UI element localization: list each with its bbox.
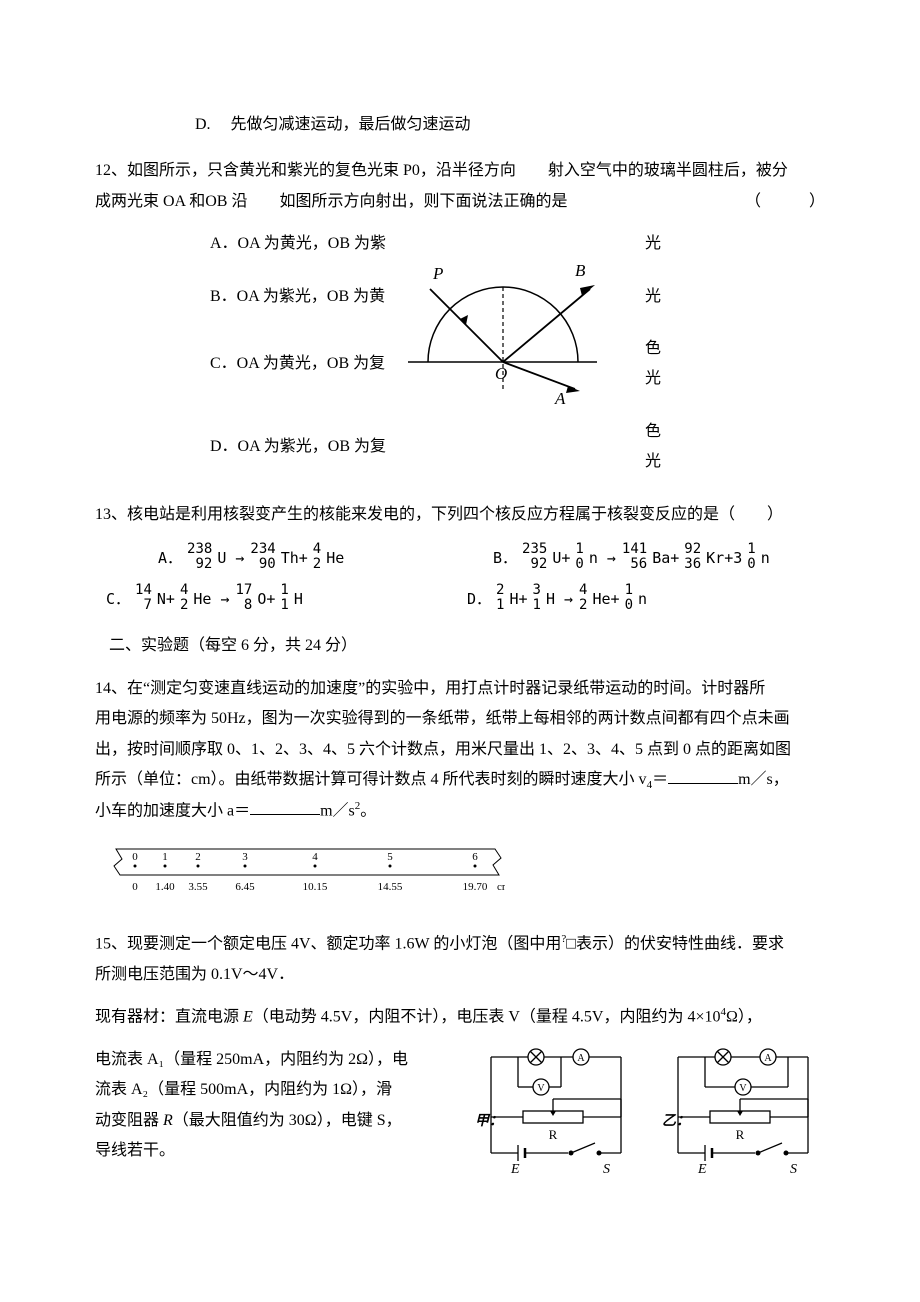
q13-option-d: D． 21 H+ 31 H → 42 He+ 10 n [464,583,825,614]
svg-text:5: 5 [387,851,393,863]
svg-text:4: 4 [312,851,318,863]
svg-text:0: 0 [132,851,138,863]
svg-text:14.55: 14.55 [378,881,403,893]
q15-p6: 导线若干。 [95,1136,461,1166]
svg-text:R: R [549,1127,558,1142]
q12-b-head: B．OA 为紫光，OB 为黄 [210,282,390,312]
q12-dia-p: P [432,264,443,283]
q13-c-label: C． [106,585,130,614]
q14-l4: 所示（单位：cm）。由纸带数据计算可得计数点 4 所代表时刻的瞬时速度大小 v4… [95,765,825,796]
circuit-svg-yi: A V R E S 乙： [660,1045,825,1180]
q14-blank-v4[interactable] [668,768,738,784]
q15-text-block: 电流表 A₁（量程 250mA，内阻约为 2Ω），电 流表 A₂（量程 500m… [95,1045,461,1167]
q12-dia-b: B [575,261,586,280]
svg-text:S: S [603,1162,610,1177]
svg-text:6.45: 6.45 [235,881,255,893]
q12-b-tail: 光 [615,282,675,312]
svg-text:1: 1 [162,851,168,863]
q13-row-cd: C． 147 N+ 42 He → 178 O+ 11 H D． 21 H+ 3… [95,583,825,614]
q15-stem-p1: 15、现要测定一个额定电压 4V、额定功率 1.6W 的小灯泡（图中用?□表示）… [95,929,825,990]
svg-text:19.70: 19.70 [463,881,488,893]
svg-text:0: 0 [132,881,138,893]
q12-c-head: C．OA 为黄光，OB 为复 [210,349,390,379]
q14-stem: 14、在“测定匀变速直线运动的加速度”的实验中，用打点计时器记录纸带运动的时间。… [95,674,825,827]
svg-text:cm: cm [497,881,505,893]
q11-option-d-text: D. 先做匀减速运动，最后做匀速运动 [195,116,471,133]
q13-option-a: A． 23892 U → 23490 Th+ 42 He [95,542,490,573]
svg-text:3.55: 3.55 [188,881,208,893]
q15-p3: 电流表 A₁（量程 250mA，内阻约为 2Ω），电 [95,1045,461,1075]
q11-option-d: D. 先做匀减速运动，最后做匀速运动 [95,110,825,140]
q13-b-label: B． [493,544,517,573]
q12-d-tail: 色光 [615,417,675,478]
q12-answer-paren: （ ） [745,187,825,217]
q15-circuit-yi: A V R E S 乙： [660,1045,825,1180]
q15-body: 电流表 A₁（量程 250mA，内阻约为 2Ω），电 流表 A₂（量程 500m… [95,1045,825,1180]
circuit-svg-jia: A V R E S 甲： [473,1045,638,1180]
svg-text:6: 6 [472,851,478,863]
svg-text:E: E [697,1162,707,1177]
svg-text:乙：: 乙： [662,1114,690,1129]
q13-d-label: D． [467,585,491,614]
svg-text:R: R [736,1127,745,1142]
svg-text:A: A [577,1053,585,1064]
svg-text:S: S [790,1162,797,1177]
q15-circuit-pair: A V R E S 甲： A V R E S 乙： [473,1045,825,1180]
q14-l3: 出，按时间顺序取 0、1、2、3、4、5 六个计数点，用米尺量出 1、2、3、4… [95,735,825,765]
q12-options-block: A．OA 为黄光，OB 为紫 P B O A 光 B．OA 为紫光，OB 为黄 [95,229,825,485]
q13-option-b: B． 23592 U+ 10 n → 14156 Ba+ 9236 Kr+3 1… [490,542,825,573]
q15-l2: 所测电压范围为 0.1V～4V． [95,960,825,990]
svg-text:3: 3 [242,851,248,863]
q13-option-c: C． 147 N+ 42 He → 178 O+ 11 H [95,583,464,614]
q15-p5: 动变阻器 R（最大阻值约为 30Ω），电键 S， [95,1106,461,1136]
q14-blank-a[interactable] [250,799,320,815]
q15-stem-p2: 现有器材：直流电源 E（电动势 4.5V，内阻不计），电压表 V（量程 4.5V… [95,1002,825,1033]
section-2-heading: 二、实验题（每空 6 分，共 24 分） [95,631,825,661]
q15-l1: 15、现要测定一个额定电压 4V、额定功率 1.6W 的小灯泡（图中用?□表示）… [95,929,825,960]
q15-p4: 流表 A₂（量程 500mA，内阻约为 1Ω），滑 [95,1075,461,1105]
q13-stem: 13、核电站是利用核裂变产生的核能来发电的，下列四个核反应方程属于核裂变反应的是… [95,500,825,530]
q14-l2: 用电源的频率为 50Hz，图为一次实验得到的一条纸带，纸带上每相邻的两计数点间都… [95,704,825,734]
q14-tape-diagram: 0 0 1 1.40 2 3.55 3 6.45 4 10.15 5 14.55 6 19.70 cm [110,845,825,911]
svg-text:V: V [739,1083,747,1094]
svg-text:V: V [537,1083,545,1094]
q12-option-a: A．OA 为黄光，OB 为紫 P B O A 光 [210,229,825,259]
svg-text:E: E [510,1162,520,1177]
q12-dia-o: O [495,364,507,383]
q12-stem: 12、如图所示，只含黄光和紫光的复色光束 P0，沿半径方向 射入空气中的玻璃半圆… [95,156,825,217]
q12-a-tail: 光 [615,229,675,259]
q12-c-tail: 色光 [615,334,675,395]
svg-text:1.40: 1.40 [155,881,175,893]
svg-text:2: 2 [195,851,201,863]
q14-l1: 14、在“测定匀变速直线运动的加速度”的实验中，用打点计时器记录纸带运动的时间。… [95,674,825,704]
svg-text:A: A [764,1053,772,1064]
svg-text:甲：: 甲： [475,1113,503,1129]
svg-text:10.15: 10.15 [303,881,328,893]
q15-circuit-jia: A V R E S 甲： [473,1045,638,1180]
q12-semicircle-diagram: P B O A [400,244,605,414]
q12-stem-line2: 成两光束 OA 和OB 沿 如图所示方向射出，则下面说法正确的是 [95,187,567,217]
q13-row-ab: A． 23892 U → 23490 Th+ 42 He B． 23592 U+… [95,542,825,573]
q13-a-label: A． [158,544,182,573]
q12-option-d: D．OA 为紫光，OB 为复 色光 [210,417,825,478]
q12-a-head: A．OA 为黄光，OB 为紫 [210,229,390,259]
q14-l5: 小车的加速度大小 a＝m／s2。 [95,796,825,827]
q12-stem-line1: 12、如图所示，只含黄光和紫光的复色光束 P0，沿半径方向 射入空气中的玻璃半圆… [95,156,825,186]
q12-dia-a: A [554,389,566,408]
q12-d-head: D．OA 为紫光，OB 为复 [210,432,390,462]
tape-svg: 0 0 1 1.40 2 3.55 3 6.45 4 10.15 5 14.55 6 19.70 cm [110,845,505,900]
